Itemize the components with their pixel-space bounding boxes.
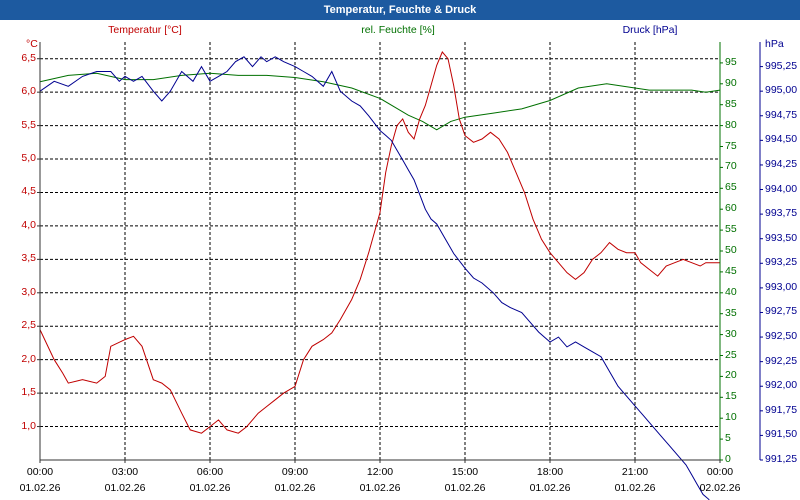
- tick-label-time: 18:00: [536, 466, 564, 478]
- humidity-line: [39, 72, 721, 131]
- tick-label-humidity: 60: [725, 202, 737, 215]
- tick-label-temp: 5,0: [21, 152, 36, 165]
- grid: [40, 42, 720, 460]
- tick-label-pressure: 994,50: [765, 133, 798, 146]
- series-group: [39, 51, 721, 500]
- tick-label-pressure: 991,75: [765, 403, 798, 416]
- tick-label-pressure: 994,00: [765, 182, 798, 195]
- pressure-line: [39, 56, 710, 500]
- tick-label-humidity: 0: [725, 453, 731, 465]
- tick-label-pressure: 992,00: [765, 379, 798, 392]
- tick-label-date: 01.02.26: [274, 482, 316, 494]
- chart-title: Temperatur, Feuchte & Druck: [0, 0, 800, 20]
- tick-label-pressure: 991,25: [765, 453, 798, 465]
- axes: [37, 42, 763, 463]
- tick-label-temp: 6,5: [21, 51, 36, 64]
- tick-label-pressure: 992,50: [765, 330, 798, 343]
- tick-label-humidity: 10: [725, 411, 737, 424]
- tick-label-humidity: 65: [725, 181, 737, 194]
- tick-label-time: 00:00: [26, 466, 54, 478]
- tick-label-time: 21:00: [621, 466, 649, 478]
- tick-label-time: 09:00: [281, 466, 309, 478]
- tick-label-date: 01.02.26: [19, 482, 61, 494]
- tick-label-humidity: 70: [725, 160, 737, 173]
- tick-label-humidity: 5: [725, 432, 731, 445]
- tick-label-humidity: 50: [725, 244, 737, 256]
- tick-label-pressure: 993,25: [765, 256, 798, 269]
- tick-label-humidity: 30: [725, 327, 737, 340]
- legend-pressure: Druck [hPa]: [622, 24, 678, 36]
- tick-label-temp: 5,5: [21, 118, 36, 131]
- tick-label-pressure: 995,00: [765, 84, 798, 97]
- tick-label-temp: 6,0: [21, 85, 36, 98]
- tick-label-date: 01.02.26: [104, 482, 146, 494]
- tick-label-temp: 3,5: [21, 252, 36, 265]
- legend-temperature: Temperatur [°C]: [108, 24, 182, 36]
- tick-label-humidity: 25: [725, 348, 737, 361]
- temp-unit-label: °C: [26, 38, 38, 50]
- tick-label-date: 01.02.26: [359, 482, 401, 494]
- tick-label-humidity: 20: [725, 369, 737, 382]
- tick-label-humidity: 55: [725, 223, 737, 236]
- tick-label-pressure: 991,50: [765, 428, 798, 441]
- tick-label-humidity: 95: [725, 55, 737, 68]
- tick-label-temp: 1,0: [21, 419, 36, 432]
- tick-label-time: 15:00: [451, 466, 479, 478]
- tick-label-time: 00:00: [706, 466, 734, 478]
- tick-label-time: 03:00: [111, 466, 139, 478]
- tick-label-date: 01.02.26: [189, 482, 231, 494]
- tick-label-humidity: 45: [725, 264, 737, 277]
- tick-label-pressure: 994,25: [765, 157, 798, 170]
- tick-label-pressure: 995,25: [765, 59, 798, 72]
- tick-label-temp: 2,5: [21, 319, 36, 332]
- tick-label-date: 01.02.26: [614, 482, 656, 494]
- tick-label-temp: 4,5: [21, 185, 36, 198]
- tick-label-temp: 2,0: [21, 352, 36, 365]
- pressure-unit-label: hPa: [765, 38, 784, 50]
- tick-label-temp: 3,0: [21, 285, 36, 298]
- tick-label-pressure: 992,25: [765, 354, 798, 367]
- temperature-line: [39, 51, 720, 434]
- tick-label-temp: 1,5: [21, 386, 36, 399]
- legend-humidity: rel. Feuchte [%]: [361, 24, 435, 36]
- tick-label-temp: 4,0: [21, 218, 36, 231]
- tick-label-pressure: 993,75: [765, 207, 798, 220]
- tick-label-date: 01.02.26: [529, 482, 571, 494]
- tick-label-time: 06:00: [196, 466, 224, 478]
- tick-label-pressure: 993,00: [765, 280, 798, 293]
- tick-label-humidity: 85: [725, 97, 737, 110]
- tick-label-humidity: 15: [725, 390, 737, 403]
- tick-label-pressure: 993,50: [765, 231, 798, 244]
- tick-label-date: 01.02.26: [444, 482, 486, 494]
- tick-label-humidity: 80: [725, 118, 737, 131]
- tick-label-humidity: 75: [725, 139, 737, 152]
- tick-label-date: 02.02.26: [699, 482, 741, 494]
- tick-label-time: 12:00: [366, 466, 394, 478]
- tick-label-pressure: 992,75: [765, 305, 798, 318]
- tick-label-humidity: 90: [725, 76, 737, 89]
- tick-label-humidity: 40: [725, 285, 737, 298]
- tick-label-humidity: 35: [725, 306, 737, 319]
- tick-label-pressure: 994,75: [765, 108, 798, 121]
